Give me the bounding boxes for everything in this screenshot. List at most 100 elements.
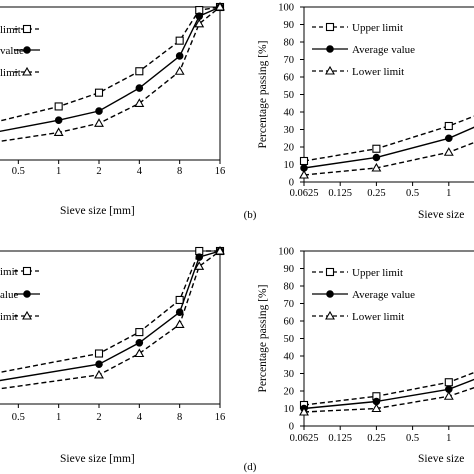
data-point: [215, 1, 225, 11]
data-point: [175, 36, 184, 45]
data-point: [135, 339, 144, 347]
y-tick-label: 0: [289, 422, 294, 433]
series-circle: [0, 3, 224, 133]
y-tick-label: 30: [284, 125, 295, 136]
series-line: [303, 126, 474, 169]
legend-marker: [22, 310, 32, 320]
legend-label: limit: [0, 24, 21, 36]
y-tick-label: 60: [284, 317, 295, 328]
legend: imit alue imit: [0, 266, 40, 323]
series-square: [299, 115, 474, 166]
legend-label: Lower limit: [352, 311, 404, 323]
series-line: [0, 6, 221, 133]
y-tick-label: 0: [289, 178, 294, 189]
data-point: [175, 308, 184, 317]
x-tick-label: 2: [96, 412, 101, 423]
x-tick-label: 0.5: [12, 166, 25, 177]
series-triangle: [299, 386, 474, 416]
x-tick-label: 4: [137, 166, 143, 177]
data-point: [195, 12, 204, 20]
legend-label: Upper limit: [352, 22, 403, 34]
series-circle: [300, 126, 474, 172]
x-tick-label: 1: [56, 166, 61, 177]
legend-label: Average value: [352, 289, 415, 301]
data-point: [174, 319, 185, 328]
y-tick-label: 40: [284, 108, 295, 119]
data-point: [174, 66, 185, 75]
y-tick-label: 100: [278, 247, 294, 258]
x-tick-label: 8: [177, 412, 182, 423]
data-point: [54, 116, 63, 125]
legend-marker: [325, 65, 335, 75]
legend-label: Upper limit: [352, 267, 403, 279]
series-line: [0, 6, 221, 122]
legend: limit value limit: [0, 24, 40, 79]
legend: Upper limit Average value Lower limit: [312, 22, 415, 78]
x-tick-label: 2: [96, 166, 101, 177]
series-line: [303, 378, 474, 410]
panel-label: (b): [244, 209, 257, 221]
legend-marker: [325, 22, 335, 32]
data-point: [95, 360, 103, 369]
legend-label: imit: [0, 266, 18, 278]
data-point: [94, 88, 104, 97]
x-tick-label: 0.125: [328, 433, 352, 444]
data-point: [134, 348, 145, 358]
series-triangle: [0, 1, 225, 143]
y-tick-label: 20: [284, 143, 295, 154]
data-point: [372, 153, 381, 162]
x-tick-label: 0.0625: [290, 433, 319, 444]
chart-panel-d: 0.0625 0.125 0.25 0.5 1010203040506070809010…: [244, 247, 474, 473]
series-line: [0, 250, 221, 382]
data-point: [135, 67, 144, 76]
series-line: [0, 250, 221, 390]
x-tick-label: 0.5: [406, 188, 419, 199]
x-axis-title: Sieve size [mm]: [60, 453, 135, 465]
x-tick-label: 0.5: [406, 433, 419, 444]
x-tick-label: 4: [137, 412, 143, 423]
legend-marker: [22, 266, 32, 276]
data-point: [443, 391, 454, 400]
panel-label: (d): [244, 461, 257, 473]
data-point: [94, 349, 104, 358]
legend-label: value: [0, 45, 24, 57]
data-point: [215, 245, 225, 255]
series-circle: [300, 378, 474, 413]
y-tick-label: 30: [284, 369, 295, 380]
data-point: [299, 156, 309, 166]
y-tick-label: 10: [284, 404, 295, 415]
legend-marker: [23, 290, 31, 298]
legend-label: imit: [0, 311, 18, 323]
data-point: [53, 127, 64, 137]
x-axis-title: Sieve size: [418, 209, 464, 221]
data-point: [372, 144, 381, 153]
x-tick-label: 0.5: [12, 412, 25, 423]
data-point: [299, 169, 309, 179]
data-point: [444, 378, 453, 387]
x-tick-label: 0.0625: [290, 188, 319, 199]
x-tick-label: 16: [215, 166, 226, 177]
series-square: [0, 246, 225, 374]
x-tick-label: 16: [215, 412, 226, 423]
data-point: [134, 98, 145, 107]
y-tick-label: 90: [284, 264, 295, 275]
legend-marker: [22, 24, 32, 34]
y-tick-label: 60: [284, 73, 295, 84]
x-tick-label: 0.25: [367, 433, 385, 444]
chart-panel-c: 0.5 1 2 4 8 16 Sieve size [mm] imit alue imit: [0, 245, 226, 465]
data-point: [444, 121, 453, 131]
series-line: [0, 6, 221, 143]
x-axis-title: Sieve size: [418, 453, 464, 465]
legend: Upper limit Average value Lower limit: [312, 267, 415, 323]
y-tick-label: 80: [284, 38, 295, 49]
y-tick-label: 90: [284, 20, 295, 31]
legend-marker: [23, 46, 31, 54]
y-tick-label: 80: [284, 282, 295, 293]
x-tick-label: 1: [446, 188, 451, 199]
chart-panel-a: 0.5 1 2 4 8 16 Sieve size [mm] limit value limit: [0, 1, 226, 217]
series-line: [303, 371, 474, 406]
x-tick-label: 0.25: [367, 188, 385, 199]
data-point: [94, 118, 104, 127]
data-point: [299, 406, 309, 416]
y-axis-title: Percentage passing [%]: [257, 285, 269, 393]
